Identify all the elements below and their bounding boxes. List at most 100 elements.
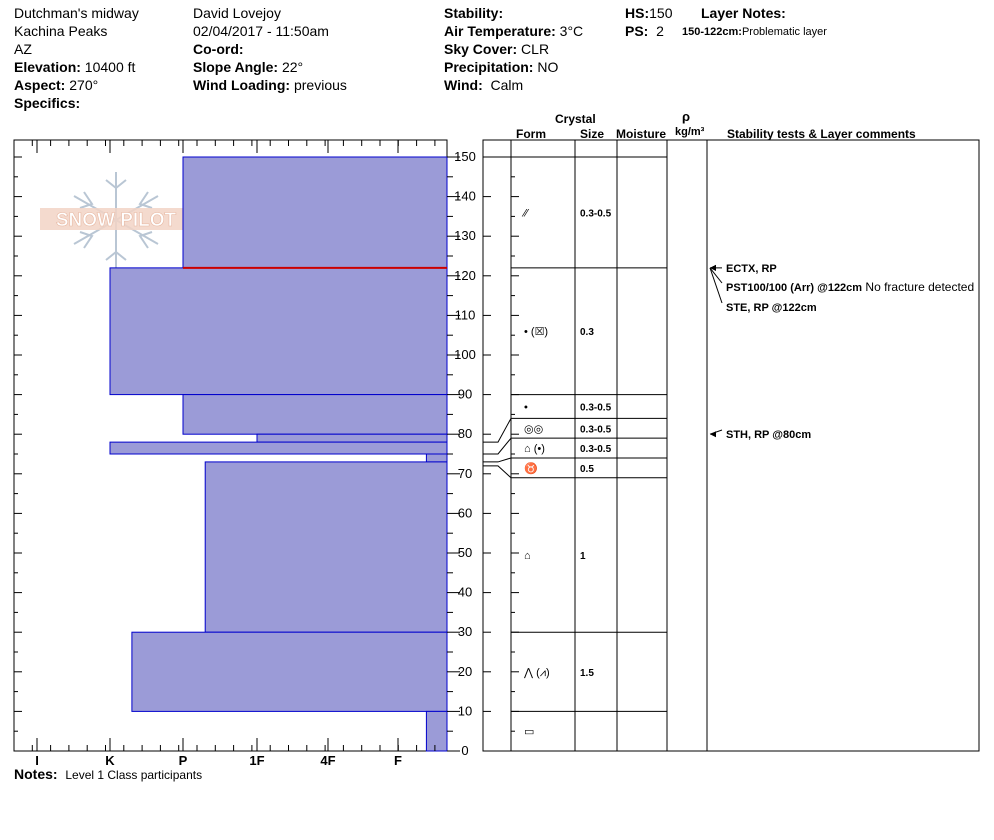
- grain-size: 0.3: [580, 327, 594, 338]
- precipitation: Precipitation: NO: [444, 59, 559, 75]
- layer-connector: [483, 457, 512, 463]
- grain-form-symbol: ▭: [524, 726, 534, 738]
- observation-datetime: 02/04/2017 - 11:50am: [193, 23, 329, 39]
- grain-size: 0.5: [580, 464, 594, 475]
- stability: Stability:: [444, 5, 504, 21]
- stability-test-comment: No fracture detected: [862, 280, 974, 294]
- layer-connector: [483, 465, 512, 479]
- coordinates: Co-ord:: [193, 41, 244, 57]
- wind-loading: Wind Loading: previous: [193, 77, 347, 93]
- test-arrow: [709, 267, 723, 284]
- stability-tests-header: Stability tests & Layer comments: [727, 127, 916, 141]
- hardness-bar: [109, 441, 448, 455]
- depth-tick-label: 10: [458, 703, 472, 718]
- depth-tick-label: 110: [455, 307, 476, 322]
- grain-form-symbol: ⋀ (⩘): [523, 667, 550, 679]
- depth-tick-label: 40: [458, 585, 472, 600]
- snowpilot-logo: SNOW PILOT: [36, 168, 196, 272]
- stability-test-label: STE, RP @122cm: [726, 302, 817, 314]
- crystal-header: Crystal: [555, 112, 596, 126]
- stability-test-result: STH, RP @80cm: [726, 429, 811, 441]
- stability-test-label: PST100/100 (Arr) @122cm No fracture dete…: [726, 280, 974, 294]
- aspect: Aspect: 270°: [14, 77, 99, 93]
- stability-test-label: STH, RP @80cm: [726, 429, 811, 441]
- wind: Wind: Calm: [444, 77, 524, 93]
- depth-tick-label: 140: [454, 189, 476, 204]
- hardness-tick-label: 4F: [320, 753, 335, 768]
- stability-test-label: ECTX, RP: [726, 263, 777, 275]
- grain-size: 1: [580, 551, 586, 562]
- grain-size: 1.5: [580, 668, 594, 679]
- depth-tick-label: 30: [458, 624, 472, 639]
- depth-tick-label: 90: [458, 387, 472, 402]
- layer-table-frame: [482, 139, 980, 752]
- location-name: Dutchman's midway: [14, 5, 139, 21]
- hardness-bar: [256, 433, 448, 443]
- density-unit-header: kg/m³: [675, 126, 705, 138]
- slope-angle: Slope Angle: 22°: [193, 59, 304, 75]
- hardness-bar: [425, 453, 448, 463]
- hardness-tick-label: I: [35, 753, 39, 768]
- sky-cover: Sky Cover: CLR: [444, 41, 550, 57]
- depth-tick-label: 50: [458, 545, 472, 560]
- air-temperature: Air Temperature: 3°C: [444, 23, 584, 39]
- stability-test-result: PST100/100 (Arr) @122cm: [726, 282, 862, 294]
- notes: Notes: Level 1 Class participants: [14, 766, 203, 782]
- specifics: Specifics:: [14, 95, 81, 111]
- grain-size: 0.3-0.5: [580, 208, 612, 219]
- depth-tick-label: 150: [454, 149, 476, 164]
- grain-size: 0.3-0.5: [580, 402, 612, 413]
- grain-form-symbol: •: [524, 401, 528, 413]
- hardness-tick-label: 1F: [249, 753, 264, 768]
- penetration-ski: PS: 2: [625, 23, 664, 39]
- layer-notes-label: Layer Notes:: [701, 5, 786, 21]
- observer-name: David Lovejoy: [193, 5, 281, 21]
- depth-tick-label: 70: [458, 466, 472, 481]
- grain-size: 0.3-0.5: [580, 444, 612, 455]
- hardness-layers: [109, 156, 448, 752]
- svg-text:SNOW PILOT: SNOW PILOT: [56, 210, 177, 231]
- hardness-bar: [425, 710, 448, 752]
- depth-tick-label: 130: [454, 228, 476, 243]
- state-name: AZ: [14, 41, 32, 57]
- density-rho-header: ρ: [682, 109, 691, 124]
- grain-size: 0.3-0.5: [580, 424, 612, 435]
- hardness-bar: [182, 156, 448, 269]
- hardness-tick-label: K: [105, 753, 115, 768]
- depth-connectors: [483, 418, 512, 479]
- hardness-bar: [182, 394, 448, 435]
- hardness-tick-label: P: [179, 753, 188, 768]
- depth-axis: 0 10 20 30 40 50 60 70 80 90 100 110 120 130 140 150: [14, 149, 519, 758]
- hardness-tick-label: F: [394, 753, 402, 768]
- layer-note: 150-122cm:Problematic layer: [682, 26, 827, 38]
- depth-tick-label: 120: [454, 268, 476, 283]
- layer-rows: ⁄⁄ 0.3-0.5 • (☒) 0.3 • 0.3-0.5 ◎◎ 0.3-0.5 ⌂ (•) 0…: [511, 156, 667, 738]
- grain-form-symbol: ⌂: [524, 550, 531, 562]
- grain-form-symbol: ⁄⁄: [521, 207, 530, 219]
- depth-tick-label: 80: [458, 426, 472, 441]
- size-header: Size: [580, 127, 605, 141]
- moisture-header: Moisture: [616, 127, 667, 141]
- depth-tick-label: 100: [454, 347, 476, 362]
- hardness-bar: [204, 461, 448, 633]
- hardness-bar: [131, 631, 448, 712]
- snowflake-icon: SNOW PILOT: [40, 172, 192, 268]
- layer-connector: [483, 418, 512, 443]
- test-arrowhead: [710, 431, 716, 438]
- depth-tick-label: 20: [458, 664, 472, 679]
- stability-test-result: STE, RP @122cm: [726, 302, 817, 314]
- hardness-axis: I K P 1F 4F F: [13, 140, 436, 768]
- grain-form-symbol: ◎◎: [524, 423, 543, 435]
- snow-height: HS:150: [625, 5, 673, 21]
- stability-tests: ECTX, RP PST100/100 (Arr) @122cm No fract…: [709, 263, 974, 441]
- test-arrow: [709, 267, 723, 304]
- area-name: Kachina Peaks: [14, 23, 108, 39]
- grain-form-symbol: ⌂ (•): [524, 443, 545, 455]
- stability-test-result: ECTX, RP: [726, 263, 777, 275]
- grain-form-symbol: • (☒): [524, 326, 548, 338]
- layer-connector: [483, 437, 512, 455]
- hardness-bar: [109, 267, 448, 396]
- test-arrowhead: [710, 264, 716, 271]
- grain-form-symbol: ♉: [524, 462, 538, 475]
